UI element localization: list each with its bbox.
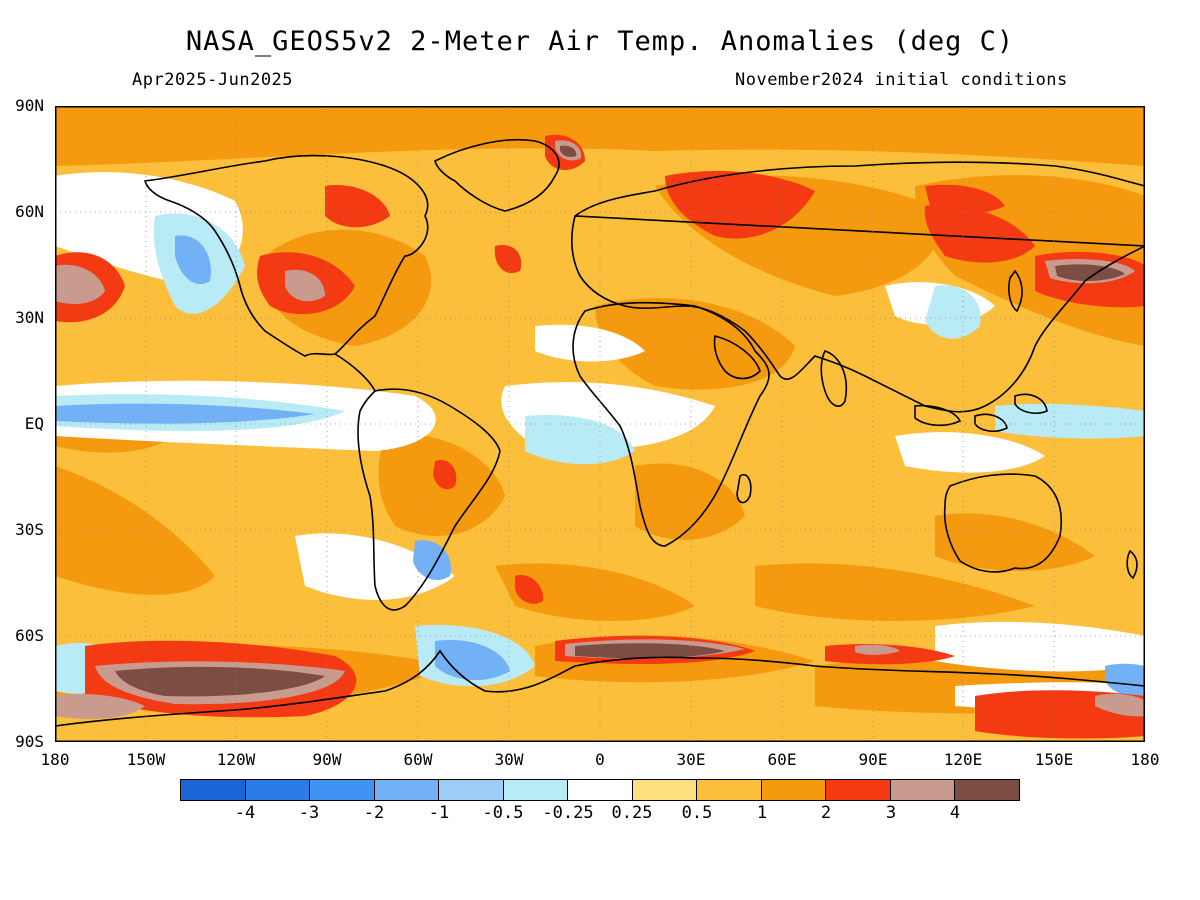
map-title: NASA_GEOS5v2 2-Meter Air Temp. Anomalies…	[185, 26, 1015, 57]
lon-label-180e: 180	[1130, 750, 1160, 769]
legend-swatch	[761, 780, 827, 800]
legend-label: 1	[756, 803, 768, 823]
color-legend	[180, 779, 1020, 801]
legend-label: 0.5	[681, 803, 713, 823]
legend-swatch	[568, 780, 633, 800]
lat-label-60s: 60S	[15, 626, 44, 645]
lat-label-eq: EQ	[24, 414, 44, 433]
coastlines	[55, 138, 1145, 727]
legend-swatch	[826, 780, 891, 800]
legend-swatch	[310, 780, 375, 800]
legend-swatch	[439, 780, 504, 800]
legend-label: -0.5	[482, 803, 524, 823]
anomaly-extreme-regions	[115, 145, 1125, 697]
lon-label-60w: 60W	[403, 750, 433, 769]
map-frame	[55, 106, 1145, 742]
lon-label-90w: 90W	[312, 750, 342, 769]
legend-swatch	[697, 780, 762, 800]
legend-swatch	[181, 780, 246, 800]
forecast-period: Apr2025-Jun2025	[132, 70, 294, 90]
legend-swatch	[374, 780, 440, 800]
legend-label: 0.25	[611, 803, 653, 823]
legend-swatch	[245, 780, 311, 800]
legend-swatch	[503, 780, 569, 800]
lon-label-30w: 30W	[494, 750, 524, 769]
legend-label: -3	[298, 803, 320, 823]
legend-swatch	[955, 780, 1019, 800]
anomaly-cold-regions	[55, 235, 1145, 697]
anomaly-map	[55, 106, 1145, 742]
lon-label-150e: 150E	[1034, 750, 1074, 769]
lon-label-150w: 150W	[126, 750, 166, 769]
legend-label: -1	[428, 803, 450, 823]
lon-label-30e: 30E	[676, 750, 706, 769]
lat-label-30n: 30N	[15, 308, 44, 327]
lon-label-0: 0	[595, 750, 605, 769]
graticule	[55, 106, 1145, 742]
lat-label-90s: 90S	[15, 732, 44, 751]
legend-label: 2	[820, 803, 832, 823]
initial-conditions: November2024 initial conditions	[735, 70, 1068, 90]
lon-label-120w: 120W	[216, 750, 256, 769]
lon-label-120e: 120E	[943, 750, 983, 769]
legend-label: -0.25	[542, 803, 594, 823]
lat-label-90n: 90N	[15, 96, 44, 115]
lat-label-60n: 60N	[15, 202, 44, 221]
legend-label: 4	[949, 803, 961, 823]
legend-label: -4	[234, 803, 256, 823]
lon-label-60e: 60E	[767, 750, 797, 769]
lat-label-30s: 30S	[15, 520, 44, 539]
legend-label: 3	[885, 803, 897, 823]
lon-label-90e: 90E	[858, 750, 888, 769]
legend-label: -2	[363, 803, 385, 823]
legend-swatch	[890, 780, 956, 800]
legend-swatch	[632, 780, 698, 800]
lon-label-180w: 180	[40, 750, 70, 769]
